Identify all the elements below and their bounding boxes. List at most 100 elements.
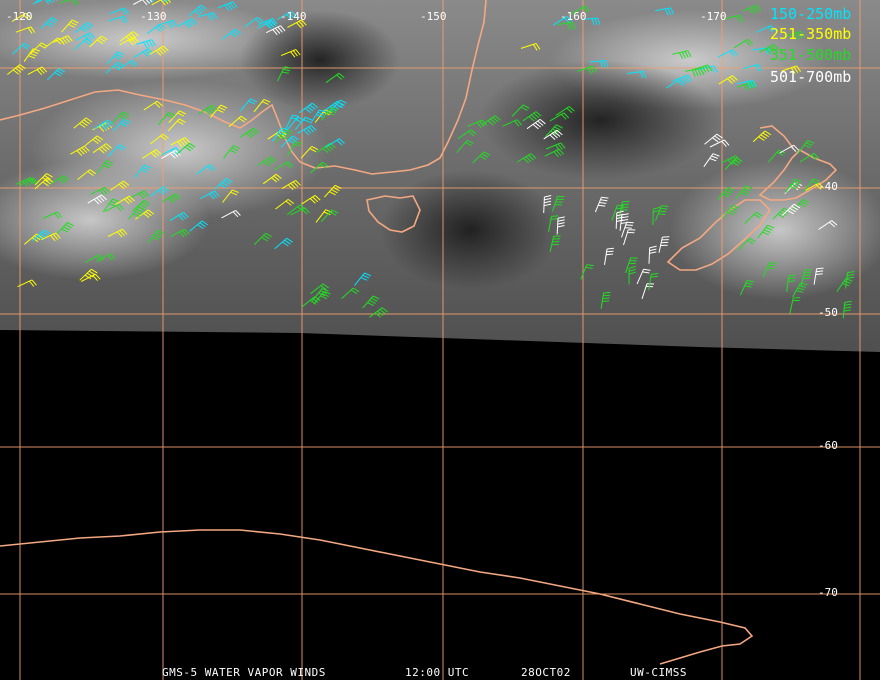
wind-barb [200, 190, 220, 200]
coastlines [0, 0, 838, 665]
wind-barb [301, 194, 321, 205]
wind-barb [198, 104, 218, 115]
wind-barb [799, 152, 820, 163]
wind-barb [287, 19, 307, 29]
wind-barb [692, 64, 713, 74]
wind-barb [240, 127, 260, 139]
wind-barb [813, 267, 824, 285]
wind-barb [516, 153, 537, 164]
wind-barb [781, 65, 802, 74]
wind-barb [655, 205, 669, 221]
wind-barb [228, 115, 248, 128]
wind-barb [118, 59, 138, 70]
wind-barb [274, 237, 293, 250]
wind-barb [544, 148, 565, 158]
wind-barb [111, 111, 130, 124]
wind-barb [272, 127, 289, 142]
wind-barb [84, 135, 104, 147]
wind-barb [223, 145, 240, 159]
wind-barb [84, 254, 105, 264]
wind-barb [110, 180, 130, 191]
wind-barb [752, 130, 772, 143]
wind-barb [148, 0, 168, 4]
wind-barb [341, 287, 360, 300]
lat-label: -50 [818, 306, 838, 319]
wind-barb [281, 179, 301, 191]
new-zealand-south-coastline [666, 199, 772, 271]
wind-barb [169, 211, 189, 222]
wind-barb [42, 211, 63, 219]
lon-label: -160 [560, 10, 587, 23]
wind-barb [600, 291, 611, 309]
wind-barb [628, 265, 636, 285]
wind-barb [27, 66, 48, 76]
wind-barb [722, 204, 740, 219]
wind-barb [325, 138, 345, 148]
wind-barb [543, 195, 552, 214]
lat-label: -40 [818, 180, 838, 193]
wind-barb [188, 4, 207, 17]
wind-barb [41, 232, 61, 242]
wind-barb [666, 78, 686, 89]
wind-barb [92, 143, 112, 154]
wind-barb [325, 72, 345, 84]
wind-barb [520, 43, 541, 51]
wind-barb [149, 133, 169, 145]
wind-barb [176, 142, 196, 155]
wind-barb [549, 112, 570, 122]
wind-barb [108, 15, 128, 24]
wind-barb [297, 125, 317, 136]
wind-barb [636, 268, 651, 285]
lon-label: -140 [280, 10, 307, 23]
wind-barb [12, 42, 31, 55]
wind-barb [74, 22, 94, 34]
wind-barb [109, 7, 130, 15]
wind-barb [785, 178, 802, 193]
lon-label: -170 [700, 10, 727, 23]
wind-barb [842, 300, 852, 319]
wind-barb [625, 257, 638, 274]
legend-item-251-350mb: 251-350mb [770, 25, 851, 43]
wind-barb [161, 193, 182, 204]
wind-barb [6, 64, 26, 75]
pressure-legend: 150-250mb 251-350mb 351-500mb 501-700mb [770, 5, 851, 86]
wind-barb [621, 221, 634, 238]
wind-barb [189, 220, 208, 232]
wind-barb [757, 224, 775, 239]
wind-barb [580, 264, 594, 280]
footer-source: UW-CIMSS [630, 666, 687, 679]
wind-barb [772, 207, 791, 220]
wind-barb [196, 164, 216, 175]
wind-barb [369, 307, 388, 318]
wind-barb [73, 117, 93, 129]
wind-barb [457, 129, 477, 140]
lat-label: -60 [818, 439, 838, 452]
footer-product: GMS-5 WATER VAPOR WINDS [162, 666, 326, 679]
wind-barb [792, 282, 808, 298]
wind-barb [210, 104, 228, 118]
wind-barb [87, 194, 107, 205]
wind-barb [129, 190, 150, 199]
new-zealand-north-tip [759, 125, 794, 149]
wind-barb [797, 140, 815, 154]
wind-barb [115, 195, 135, 205]
wind-barb [253, 232, 272, 245]
antarctica-coastline [0, 529, 754, 665]
wind-barb [791, 198, 810, 212]
wind-barb [107, 144, 126, 157]
wind-barb [310, 109, 326, 124]
australia-coastline [0, 0, 487, 175]
legend-item-501-700mb: 501-700mb [770, 68, 851, 86]
wind-barb [581, 17, 601, 26]
wind-barb [836, 278, 853, 293]
wind-barb [511, 104, 530, 117]
wind-barb [277, 11, 297, 20]
wind-barb [40, 16, 59, 30]
wind-barb [526, 118, 546, 130]
wind-barb [744, 211, 763, 224]
wind-barb [522, 111, 542, 122]
wind-barb [146, 23, 166, 34]
wind-barb [70, 145, 90, 156]
wind-barb [132, 199, 151, 212]
wind-barb [556, 22, 576, 30]
